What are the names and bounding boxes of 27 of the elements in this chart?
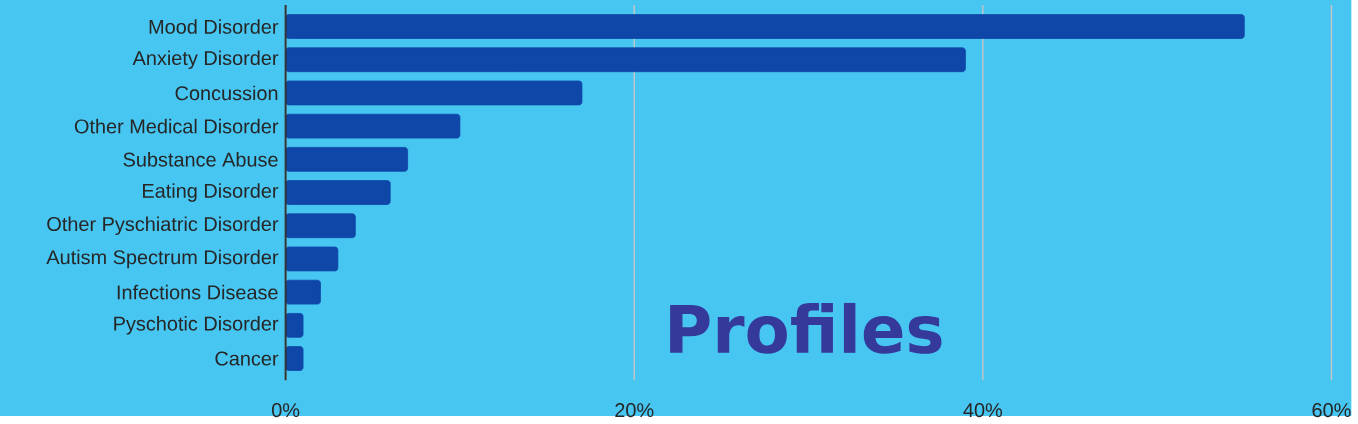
bar — [285, 246, 339, 272]
y-tick-label: Eating Disorder — [143, 183, 279, 202]
bar — [285, 80, 583, 106]
bar — [285, 313, 304, 338]
x-tick-label: 60% — [1312, 403, 1351, 418]
y-tick-label: Infections Disease — [117, 284, 278, 300]
y-tick-label: Cancer — [215, 351, 279, 366]
x-tick-label: 20% — [615, 403, 654, 418]
y-tick-label: Substance Abuse — [123, 152, 278, 167]
y-tick-label: Mood Disorder — [149, 19, 279, 34]
annotation: Profiles — [670, 303, 942, 354]
x-tick-label: 40% — [963, 403, 1003, 418]
y-tick-label: Other Pyschiatric Disorder — [47, 216, 279, 236]
x-tick-label: 0% — [272, 403, 300, 418]
y-tick-label: Anxiety Disorder — [132, 50, 279, 70]
bar — [285, 113, 461, 139]
y-tick-label: Concussion — [175, 85, 278, 101]
bar — [285, 279, 321, 305]
bar — [285, 14, 1245, 39]
bar — [285, 147, 409, 172]
bar — [285, 213, 356, 239]
y-tick-label: Pyschotic Disorder — [114, 316, 279, 335]
bar — [285, 180, 391, 205]
bar — [285, 47, 966, 73]
y-tick-label: Other Medical Disorder — [74, 118, 279, 134]
bar — [285, 346, 304, 371]
y-tick-label: Autism Spectrum Disorder — [46, 249, 279, 269]
